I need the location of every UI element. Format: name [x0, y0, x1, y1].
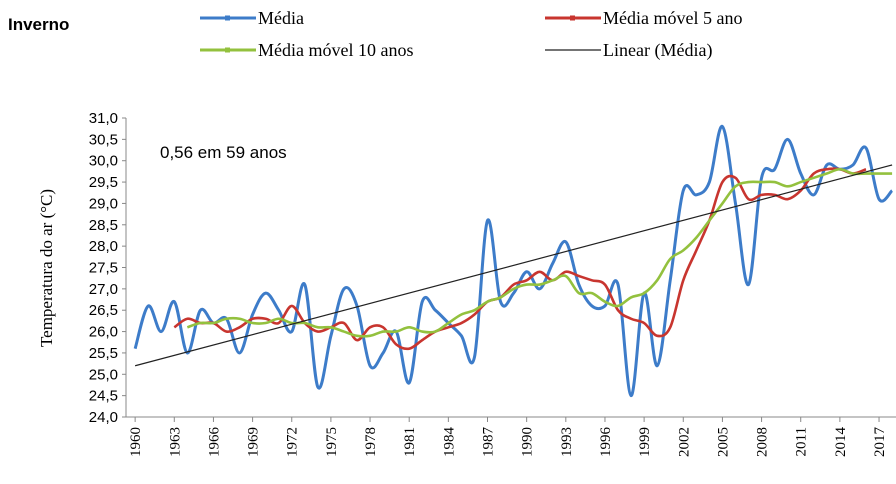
y-tick-label: 29,0 — [89, 195, 118, 212]
legend-label: Média móvel 10 anos — [258, 40, 413, 60]
x-tick-label: 1978 — [363, 427, 379, 457]
y-tick-label: 27,5 — [89, 260, 118, 277]
legend-marker — [225, 15, 230, 21]
y-tick-label: 25,5 — [89, 345, 118, 362]
x-tick-label: 2014 — [833, 427, 849, 458]
y-tick-label: 27,0 — [89, 281, 118, 298]
y-tick-label: 30,0 — [89, 153, 118, 170]
y-tick-label: 31,0 — [89, 110, 118, 127]
x-tick-label: 1969 — [246, 427, 262, 457]
x-tick-label: 1993 — [559, 427, 575, 457]
x-tick-label: 2008 — [755, 427, 771, 457]
x-tick-label: 1984 — [441, 427, 457, 458]
y-tick-label: 26,0 — [89, 324, 118, 341]
x-tick-label: 1972 — [285, 427, 301, 457]
x-tick-label: 1963 — [167, 427, 183, 457]
legend-label: Média — [258, 8, 304, 28]
y-axis-label: Temperatura do ar (°C) — [37, 189, 56, 347]
x-tick-label: 2011 — [794, 427, 810, 456]
y-tick-label: 25,0 — [89, 366, 118, 383]
x-tick-label: 2002 — [676, 427, 692, 457]
series-line — [186, 167, 893, 338]
x-tick-label: 1975 — [324, 427, 340, 457]
legend-label: Média móvel 5 ano — [603, 8, 742, 28]
y-tick-label: 24,5 — [89, 388, 118, 405]
annotation: 0,56 em 59 anos — [160, 143, 287, 162]
x-tick-label: 2005 — [715, 427, 731, 457]
chart-title: Inverno — [8, 15, 69, 34]
legend-marker — [225, 47, 230, 53]
x-tick-label: 1996 — [598, 427, 614, 458]
x-tick-label: 2017 — [872, 427, 888, 458]
y-tick-label: 30,5 — [89, 131, 118, 148]
x-tick-label: 1966 — [206, 427, 222, 458]
x-tick-label: 1990 — [520, 427, 536, 457]
y-tick-label: 24,0 — [89, 409, 118, 426]
legend-marker — [570, 15, 575, 21]
y-tick-label: 29,5 — [89, 174, 118, 191]
legend-label: Linear (Média) — [603, 40, 712, 61]
series-line — [133, 125, 894, 398]
y-tick-label: 28,0 — [89, 238, 118, 255]
y-tick-label: 26,5 — [89, 302, 118, 319]
y-tick-label: 28,5 — [89, 217, 118, 234]
x-tick-label: 1981 — [402, 427, 418, 457]
x-tick-label: 1999 — [637, 427, 653, 457]
x-tick-label: 1960 — [128, 427, 144, 457]
trend-line — [134, 164, 893, 367]
x-tick-label: 1987 — [481, 427, 497, 458]
series-line — [173, 167, 867, 351]
